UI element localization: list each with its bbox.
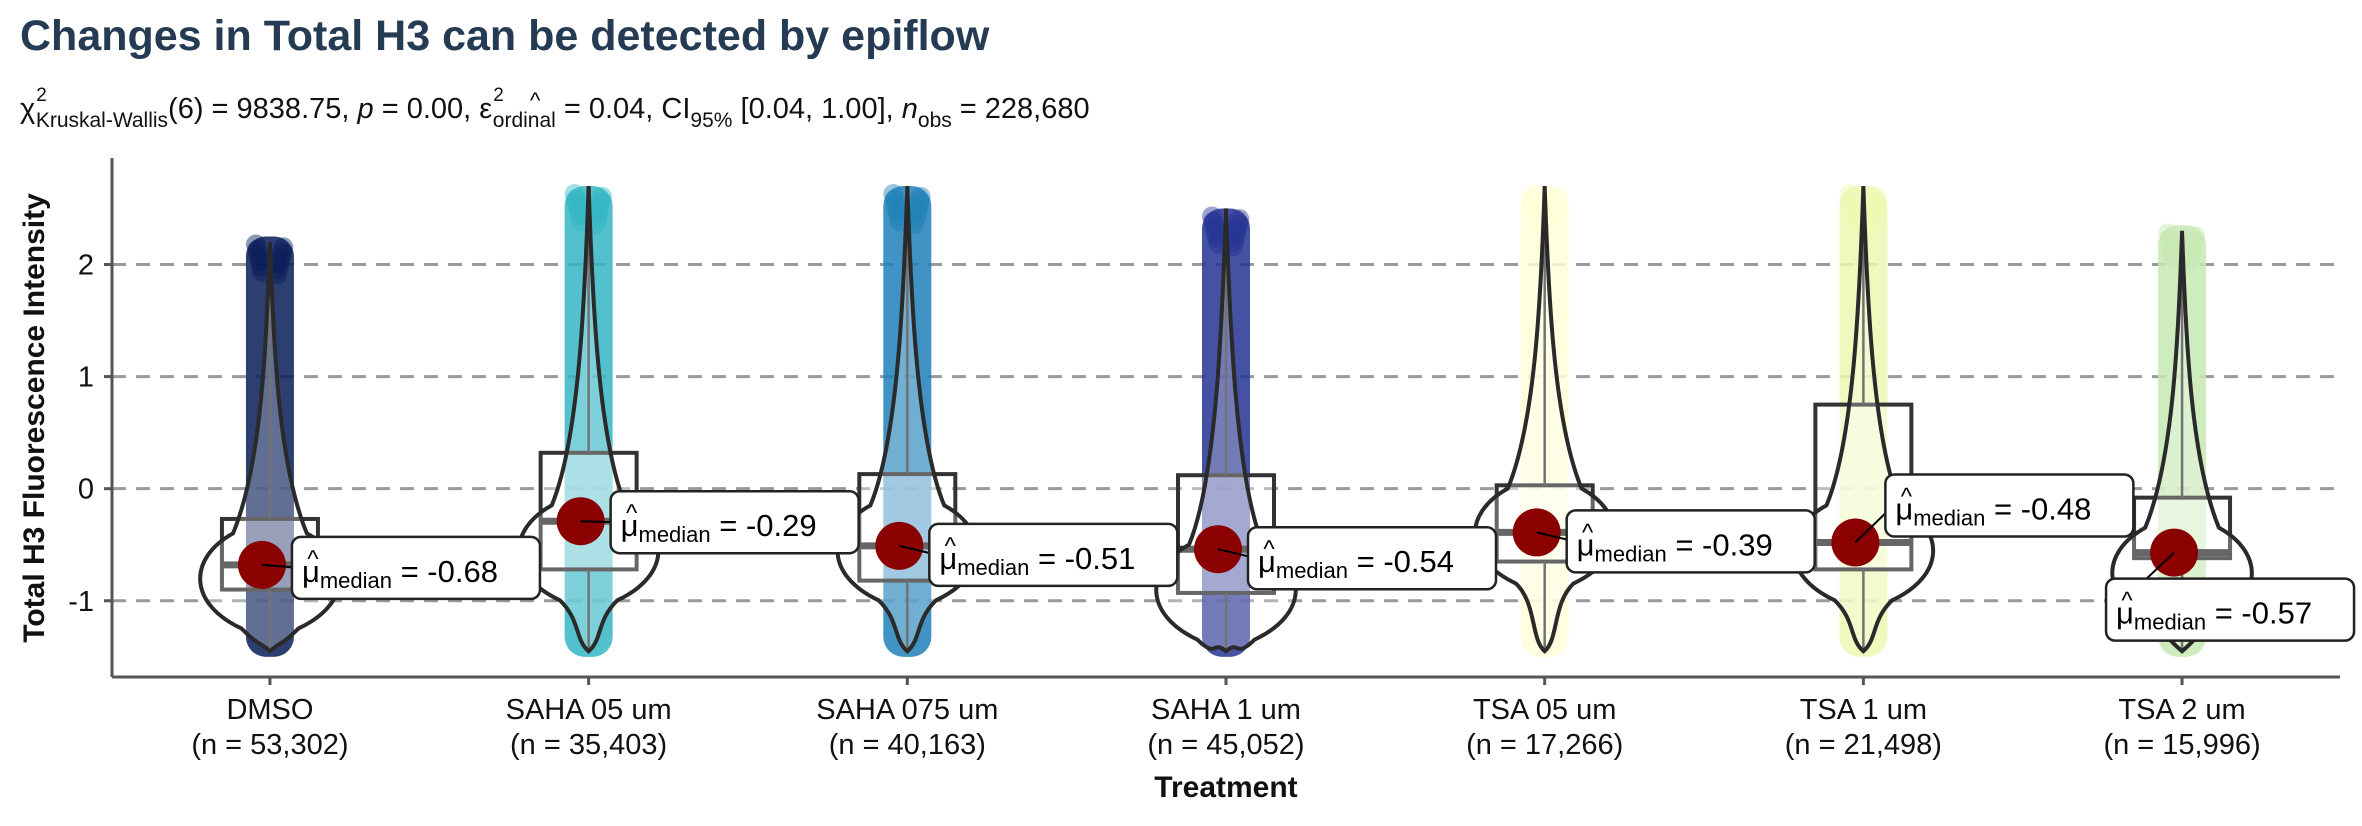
median-label-2: ^μmedian = -0.51 — [899, 524, 1177, 586]
x-tick-n-6: (n = 15,996) — [2103, 729, 2260, 761]
x-ticks: DMSO(n = 53,302) SAHA 05 um(n = 35,403) SA… — [191, 677, 2260, 761]
chi-sub: Kruskal-Wallis — [36, 109, 168, 132]
x-tick-label-4: TSA 05 um — [1473, 694, 1616, 726]
median-label-value-1: = -0.29 — [711, 508, 817, 543]
eps-value: = 0.04, CI — [556, 93, 691, 125]
median-label-3: ^μmedian = -0.54 — [1218, 527, 1496, 589]
y-tick-label-2: 1 — [78, 362, 94, 394]
x-tick-n-5: (n = 21,498) — [1785, 729, 1942, 761]
median-label-value-4: = -0.39 — [1667, 527, 1773, 562]
group-5 — [1794, 184, 1934, 657]
x-tick-n-4: (n = 17,266) — [1466, 729, 1623, 761]
p-value: = 0.00, — [374, 93, 480, 125]
ci-sub: 95% — [690, 109, 732, 132]
median-label-sub-2: median — [957, 555, 1029, 580]
median-label-mu-2: μ — [939, 541, 957, 576]
x-tick-n-1: (n = 35,403) — [510, 729, 667, 761]
n-label: n — [902, 93, 918, 125]
y-ticks: -1 0 1 2 — [68, 249, 112, 617]
ci-value: [0.04, 1.00], — [732, 93, 901, 125]
median-label-mu-5: μ — [1895, 491, 1913, 526]
chi-sup: 2 — [36, 85, 47, 106]
median-label-mu-1: μ — [621, 508, 639, 543]
y-tick-label-1: 0 — [78, 474, 94, 506]
y-tick-label-0: -1 — [68, 586, 94, 618]
median-label-sub-3: median — [1276, 558, 1348, 583]
median-label-value-3: = -0.54 — [1348, 544, 1454, 579]
eps-sup: 2 — [493, 85, 504, 106]
group-4 — [1475, 184, 1615, 657]
median-label-1: ^μmedian = -0.29 — [581, 491, 859, 553]
median-label-sub-5: median — [1913, 505, 1985, 530]
eps-hat-mark: ^ — [530, 88, 541, 113]
chi-symbol: χ — [20, 93, 35, 125]
chart-title: Changes in Total H3 can be detected by e… — [20, 12, 990, 60]
n-value: = 228,680 — [952, 93, 1090, 125]
median-label-mu-0: μ — [302, 554, 320, 589]
median-label-value-2: = -0.51 — [1029, 541, 1135, 576]
p-label: p — [357, 93, 374, 125]
x-tick-label-1: SAHA 05 um — [506, 694, 672, 726]
median-label-sub-0: median — [320, 568, 392, 593]
x-tick-n-2: (n = 40,163) — [829, 729, 986, 761]
chi-stat: = 9838.75, — [204, 93, 358, 125]
chart-subtitle: χ2 Kruskal-Wallis(6) = 9838.75, p = 0.00,… — [20, 85, 1090, 132]
eps-sub: ordinal — [493, 109, 556, 132]
median-label-5: ^μmedian = -0.48 — [1855, 474, 2133, 542]
median-label-0: ^μmedian = -0.68 — [262, 537, 540, 599]
median-label-4: ^μmedian = -0.39 — [1537, 510, 1815, 572]
x-tick-label-2: SAHA 075 um — [816, 694, 998, 726]
median-label-sub-6: median — [2134, 610, 2206, 635]
median-label-value-0: = -0.68 — [392, 554, 498, 589]
y-axis-title: Total H3 Fluorescence Intensity — [18, 193, 51, 643]
x-tick-label-3: SAHA 1 um — [1151, 694, 1301, 726]
n-sub: obs — [918, 109, 952, 132]
eps-symbol: ε — [479, 93, 492, 125]
median-label-mu-3: μ — [1258, 544, 1276, 579]
median-label-sub-4: median — [1595, 541, 1667, 566]
x-tick-label-5: TSA 1 um — [1800, 694, 1927, 726]
x-axis-title: Treatment — [1154, 771, 1297, 804]
median-label-value-6: = -0.57 — [2206, 596, 2312, 631]
median-label-mu-4: μ — [1577, 527, 1595, 562]
median-label-value-5: = -0.48 — [1985, 491, 2091, 526]
chi-df: (6) — [168, 93, 203, 125]
x-tick-n-3: (n = 45,052) — [1147, 729, 1304, 761]
x-tick-n-0: (n = 53,302) — [191, 729, 348, 761]
median-label-sub-1: median — [639, 522, 711, 547]
median-label-mu-6: μ — [2116, 596, 2134, 631]
x-tick-label-0: DMSO — [226, 694, 313, 726]
x-tick-label-6: TSA 2 um — [2118, 694, 2245, 726]
y-tick-label-3: 2 — [78, 249, 94, 281]
